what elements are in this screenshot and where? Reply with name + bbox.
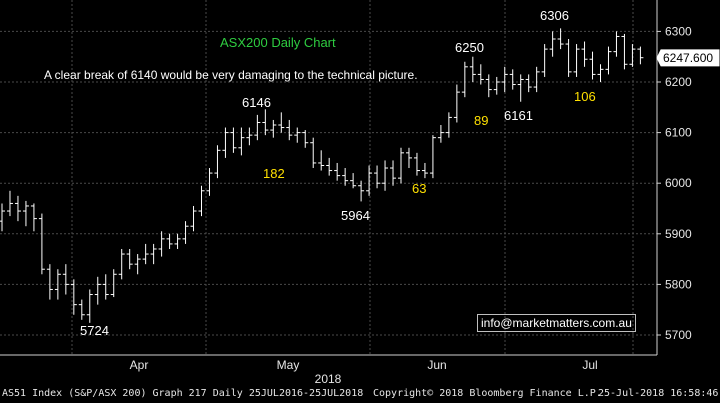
footer-timestamp: 25-Jul-2018 16:58:46: [598, 388, 719, 399]
annotation-label: 63: [412, 181, 426, 196]
chart-subtitle: A clear break of 6140 would be very dama…: [44, 68, 418, 82]
footer-copyright: Copyright© 2018 Bloomberg Finance L.P.: [373, 388, 602, 399]
info-box: info@marketmatters.com.au: [477, 314, 636, 332]
annotation-label: 106: [574, 89, 596, 104]
annotation-label: 182: [263, 166, 285, 181]
y-tick-label: 6200: [665, 75, 692, 89]
x-axis-label: 2018: [315, 372, 342, 385]
annotation-label: 89: [474, 113, 488, 128]
y-tick-label: 6300: [665, 24, 692, 38]
footer-security: AS51 Index (S&P/ASX 200) Graph 217 Daily…: [2, 388, 364, 399]
chart-title: ASX200 Daily Chart: [220, 35, 336, 50]
price-chart: 5700 5800 5900 6000 6100 6200 6300 Apr May Jun Jul…: [0, 0, 720, 385]
x-tick-label: May: [277, 358, 300, 372]
x-tick-label: Jun: [427, 358, 446, 372]
annotation-label: 6161: [504, 108, 533, 123]
y-tick-label: 6000: [665, 176, 692, 190]
y-tick-label: 5700: [665, 328, 692, 342]
annotation-label: 6250: [455, 40, 484, 55]
x-tick-label: Jul: [582, 358, 597, 372]
annotation-label: 6306: [540, 8, 569, 23]
annotation-label: 5724: [80, 323, 109, 338]
last-price-label: 6247.600: [663, 51, 713, 65]
y-tick-label: 6100: [665, 126, 692, 140]
plot-area: [0, 0, 657, 355]
footer-bar: AS51 Index (S&P/ASX 200) Graph 217 Daily…: [0, 385, 720, 403]
annotation-label: 6146: [242, 95, 271, 110]
annotation-label: 5964: [341, 208, 370, 223]
y-tick-label: 5800: [665, 277, 692, 291]
last-price-tag: [656, 49, 720, 67]
y-tick-label: 5900: [665, 227, 692, 241]
x-tick-label: Apr: [130, 358, 149, 372]
